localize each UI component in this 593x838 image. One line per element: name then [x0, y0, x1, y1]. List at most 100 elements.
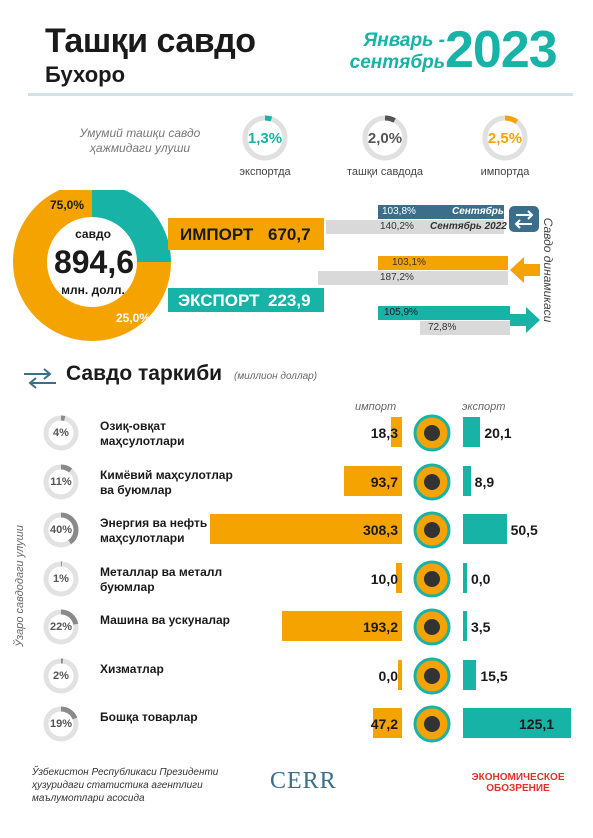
export-bar-1 — [463, 465, 471, 496]
share-ring-arc-0 — [242, 115, 288, 161]
category-share-value-4: 22% — [49, 621, 73, 633]
composition-side-label: Ўзаро савдодаги улуши — [14, 525, 26, 647]
category-share-ring-6 — [43, 706, 79, 742]
export-bar-0 — [463, 417, 481, 447]
import-dyn-current: 103,1% — [392, 257, 426, 268]
import-bar-3 — [395, 562, 402, 593]
import-total-bar — [168, 218, 324, 250]
category-share-arc-3 — [43, 561, 79, 596]
export-value-5: 15,5 — [480, 667, 508, 684]
share-ring-0 — [242, 115, 288, 161]
chemistry-icon — [413, 463, 451, 500]
import-bar-4 — [281, 611, 402, 641]
category-name-5: Хизматлар — [100, 661, 164, 676]
export-value-2: 50,5 — [510, 522, 538, 538]
oil-barrel-icon — [413, 511, 451, 549]
share-ring-value-1: 2,0% — [367, 130, 403, 147]
import-value-6: 47,2 — [370, 716, 398, 732]
export-bar-6 — [463, 708, 571, 738]
category-share-arc-2 — [43, 512, 79, 548]
export-dyn-current: 105,9% — [384, 307, 418, 318]
category-share-value-2: 40% — [49, 524, 73, 536]
period-label: Январь - сентябрь — [349, 30, 445, 73]
basket-icon — [413, 705, 451, 743]
category-share-ring-0 — [43, 415, 79, 451]
import-value-2: 308,3 — [362, 522, 398, 538]
export-value-4: 3,5 — [471, 619, 491, 635]
export-bar-3 — [463, 562, 467, 593]
trade-dyn-current: 103,8% — [382, 206, 416, 217]
export-value-0: 20,1 — [484, 425, 512, 441]
import-dyn-current-bar — [378, 256, 508, 270]
header-divider — [28, 93, 573, 96]
import-value-3: 10,0 — [370, 570, 398, 587]
category-share-arc-1 — [43, 464, 79, 499]
import-share-label: 75,0% — [50, 198, 85, 212]
export-bar-4 — [463, 611, 467, 641]
export-dyn-previous-bar — [420, 321, 510, 335]
import-column-header: импорт — [355, 401, 397, 413]
share-ring-1 — [362, 115, 408, 161]
category-name-1: Кимёвий маҳсулотлар ва буюмлар — [100, 467, 233, 497]
page-subtitle: Бухоро — [45, 62, 126, 87]
export-total-label: ЭКСПОРТ — [178, 291, 260, 310]
category-share-value-5: 2% — [53, 669, 69, 682]
category-share-ring-1 — [43, 464, 79, 499]
donut-center-label: савдо — [75, 227, 111, 241]
year-label: 2023 — [445, 21, 558, 79]
import-bar-5 — [398, 659, 402, 690]
tools-icon — [413, 657, 451, 694]
export-dyn-current-bar — [378, 306, 510, 320]
export-dyn-previous: 72,8% — [428, 322, 457, 333]
export-value-1: 8,9 — [474, 473, 495, 490]
donut-center-unit: млн. долл. — [61, 283, 125, 297]
import-dyn-previous: 187,2% — [380, 272, 414, 283]
gears-icon — [413, 608, 451, 646]
trade-dyn-previous: 140,2% — [380, 221, 414, 232]
export-value-6: 125,1 — [519, 716, 555, 732]
export-arrow-icon — [510, 307, 540, 333]
dynamics-side-label: Савдо динамикаси — [541, 217, 555, 323]
category-share-ring-5 — [43, 658, 79, 693]
export-bar-5 — [463, 659, 477, 690]
category-share-value-3: 1% — [53, 572, 69, 585]
share-ring-value-0: 1,3% — [247, 130, 283, 147]
source-note: Ўзбекистон Республикаси Президенти ҳузур… — [32, 767, 219, 804]
exchange-arrows-icon — [24, 368, 56, 389]
trade-donut-chart — [13, 190, 171, 341]
export-total-bar — [168, 288, 324, 312]
share-ring-label-0: экспортда — [239, 166, 291, 178]
category-name-6: Бошқа товарлар — [100, 710, 198, 724]
category-name-0: Озиқ-овқат маҳсулотлари — [100, 419, 185, 448]
import-bar-0 — [390, 417, 402, 447]
trade-dyn-current-bar — [378, 205, 504, 219]
metal-beam-icon — [413, 560, 451, 597]
trade-dyn-previous-tag: Сентябрь 2022 — [430, 221, 507, 232]
share-ring-label-2: импортда — [480, 166, 530, 178]
export-bar-2 — [463, 514, 507, 544]
import-value-4: 193,2 — [362, 619, 398, 635]
food-icon — [413, 414, 451, 452]
import-total-value: 670,7 — [268, 225, 311, 244]
export-column-header: экспорт — [462, 401, 506, 413]
donut-export-slice — [13, 190, 171, 341]
export-share-label: 25,0% — [116, 311, 151, 325]
share-ring-2 — [482, 115, 528, 161]
export-total-value: 223,9 — [268, 291, 311, 310]
donut-hole — [48, 218, 136, 306]
share-ring-label-1: ташқи савдода — [346, 166, 424, 178]
import-dyn-previous-bar — [318, 271, 508, 285]
share-ring-arc-1 — [362, 115, 408, 161]
category-share-arc-4 — [43, 609, 79, 645]
import-bar-1 — [343, 465, 402, 496]
import-bar-2 — [210, 514, 402, 544]
trade-dyn-current-tag: Сентябрь — [452, 206, 504, 217]
import-arrow-icon — [510, 257, 540, 283]
share-ring-arc-2 — [482, 115, 528, 161]
export-value-3: 0,0 — [471, 570, 491, 587]
donut-center-value: 894,6 — [53, 244, 135, 280]
category-share-value-0: 4% — [53, 427, 69, 439]
category-share-ring-3 — [43, 561, 79, 596]
share-ring-value-2: 2,5% — [487, 130, 523, 147]
category-share-ring-4 — [43, 609, 79, 645]
